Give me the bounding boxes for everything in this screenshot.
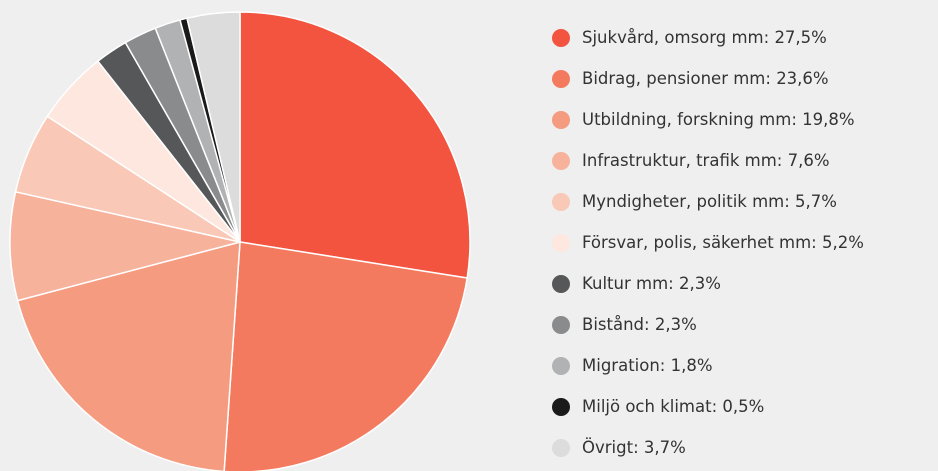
legend-name: Övrigt: (582, 438, 639, 457)
legend-name: Myndigheter, politik mm: (582, 192, 790, 211)
legend-value: 1,8% (671, 356, 713, 375)
legend-label: Kultur mm: 2,3% (582, 274, 721, 293)
legend-value: 23,6% (776, 69, 828, 88)
legend-value: 2,3% (655, 315, 697, 334)
legend-label: Migration: 1,8% (582, 356, 713, 375)
legend-value: 19,8% (802, 110, 854, 129)
pie-slice (223, 241, 469, 471)
legend-name: Bistånd: (582, 315, 650, 334)
legend-swatch (552, 111, 570, 129)
legend-swatch (552, 357, 570, 375)
legend-label: Bidrag, pensioner mm: 23,6% (582, 69, 829, 88)
legend-name: Utbildning, forskning mm: (582, 110, 797, 129)
pie-slice (239, 11, 471, 279)
legend-value: 5,7% (795, 192, 837, 211)
legend-swatch (552, 70, 570, 88)
legend-label: Miljö och klimat: 0,5% (582, 397, 764, 416)
legend-name: Migration: (582, 356, 665, 375)
legend-label: Bistånd: 2,3% (582, 315, 697, 334)
legend-value: 7,6% (788, 151, 830, 170)
legend-label: Övrigt: 3,7% (582, 438, 686, 457)
legend-name: Bidrag, pensioner mm: (582, 69, 771, 88)
legend-label: Myndigheter, politik mm: 5,7% (582, 192, 837, 211)
legend-swatch (552, 398, 570, 416)
legend-value: 3,7% (644, 438, 686, 457)
pie-slice (9, 190, 241, 302)
legend-name: Försvar, polis, säkerhet mm: (582, 233, 817, 252)
legend-swatch (552, 29, 570, 47)
legend-label: Utbildning, forskning mm: 19,8% (582, 110, 855, 129)
legend-swatch (552, 152, 570, 170)
legend-value: 2,3% (679, 274, 721, 293)
legend-name: Kultur mm: (582, 274, 674, 293)
legend-name: Infrastruktur, trafik mm: (582, 151, 782, 170)
legend-swatch (552, 316, 570, 334)
legend-swatch (552, 193, 570, 211)
legend-swatch (552, 275, 570, 293)
legend-label: Sjukvård, omsorg mm: 27,5% (582, 28, 827, 47)
legend-label: Försvar, polis, säkerhet mm: 5,2% (582, 233, 864, 252)
legend-label: Infrastruktur, trafik mm: 7,6% (582, 151, 830, 170)
legend-value: 5,2% (822, 233, 864, 252)
legend-value: 0,5% (722, 397, 764, 416)
legend-swatch (552, 439, 570, 457)
legend-swatch (552, 234, 570, 252)
legend-name: Miljö och klimat: (582, 397, 717, 416)
pie-slice (16, 241, 241, 471)
pie-slice (186, 11, 241, 243)
legend-name: Sjukvård, omsorg mm: (582, 28, 769, 47)
legend-value: 27,5% (774, 28, 826, 47)
